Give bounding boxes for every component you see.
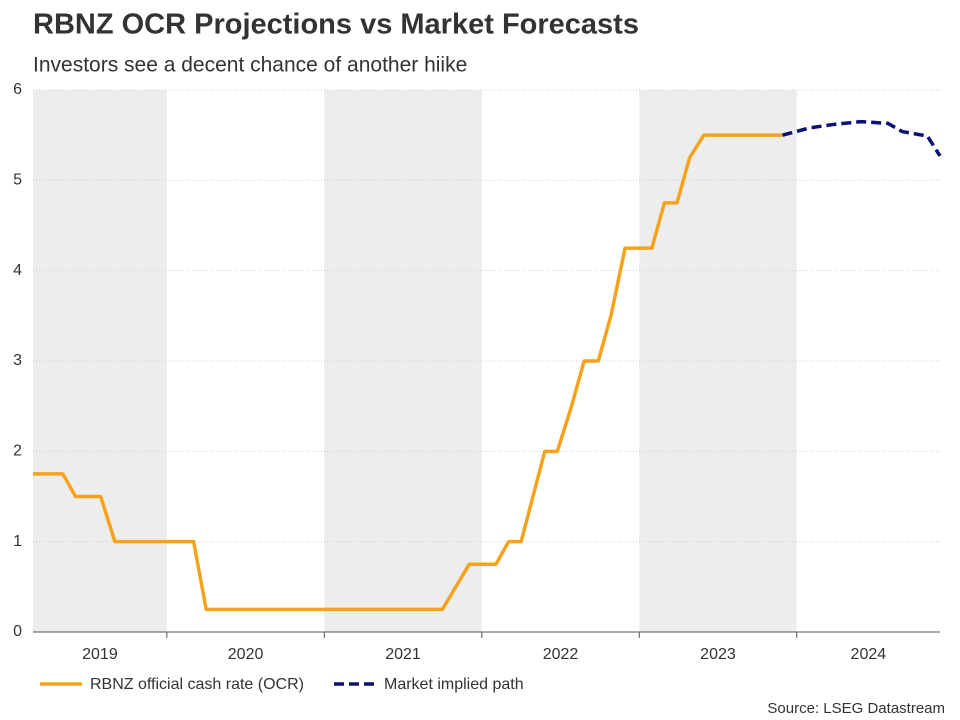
y-tick-label: 3 [13,352,22,369]
y-tick-label: 1 [13,533,22,550]
year-band [324,90,482,632]
x-tick-label: 2020 [228,646,264,663]
y-tick-label: 6 [13,81,22,98]
chart-subtitle: Investors see a decent chance of another… [33,54,467,77]
series-line [782,119,942,157]
y-tick-label: 4 [13,262,22,279]
x-tick-label: 2023 [700,646,736,663]
legend-label: RBNZ official cash rate (OCR) [90,676,304,693]
y-tick-label: 5 [13,172,22,189]
x-tick-label: 2022 [543,646,579,663]
x-tick-label: 2024 [851,646,887,663]
chart-title: RBNZ OCR Projections vs Market Forecasts [33,9,639,41]
x-tick-label: 2019 [82,646,118,663]
x-tick-label: 2021 [385,646,421,663]
y-tick-label: 0 [13,623,22,640]
series-line [33,133,783,612]
legend-label: Market implied path [384,676,524,693]
source: Source: LSEG Datastream [767,700,945,717]
y-tick-label: 2 [13,443,22,460]
